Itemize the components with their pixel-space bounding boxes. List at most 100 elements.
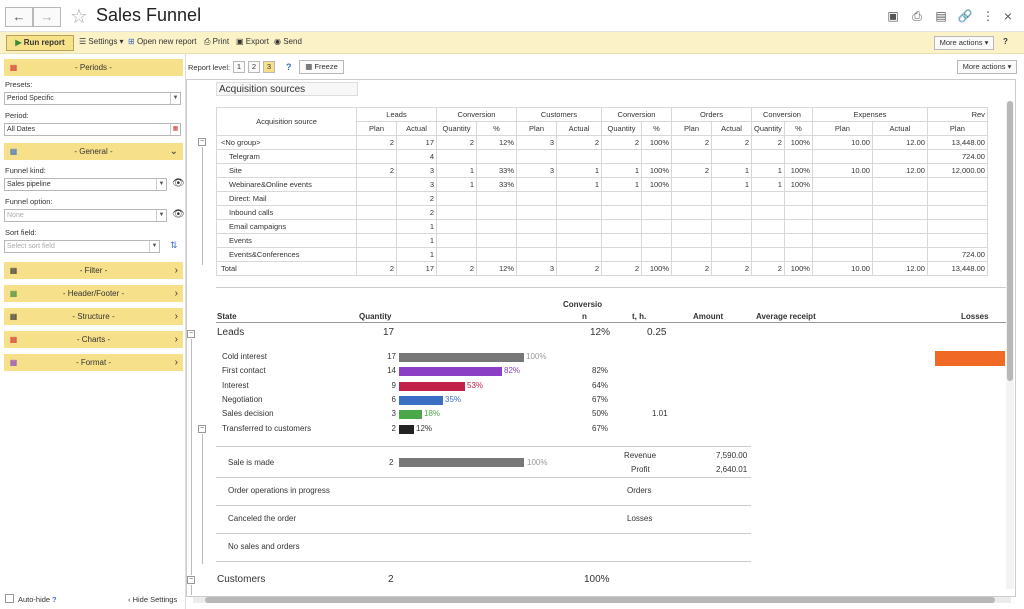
- collapse-stages-toggle[interactable]: −: [198, 425, 206, 433]
- open-new-report-button[interactable]: ⊞ Open new report: [128, 37, 197, 46]
- subheader-cell: Actual: [871, 121, 928, 136]
- total-row[interactable]: Total 2 17 2 12% 3 2 2 100% 2 2 2 100% 10.00 12.00 13,4…: [216, 261, 988, 276]
- col-quantity: Quantity: [359, 312, 392, 321]
- collapse-leads-toggle[interactable]: −: [187, 330, 195, 338]
- periods-section-header[interactable]: ▦ - Periods -: [4, 59, 183, 76]
- help-button[interactable]: ?: [1003, 37, 1008, 46]
- report-level-help[interactable]: ?: [286, 62, 292, 72]
- table-cell: [356, 191, 397, 206]
- report-level-3[interactable]: 3: [263, 61, 275, 73]
- sort-icon[interactable]: ⇅: [170, 240, 178, 250]
- hide-settings-button[interactable]: ‹ Hide Settings: [128, 595, 178, 604]
- stage-name: First contact: [222, 366, 266, 375]
- table-row[interactable]: Events&Conferences 1 724.00: [216, 247, 988, 262]
- filter-section-header[interactable]: ▦ - Filter - ›: [4, 262, 183, 279]
- structure-section-header[interactable]: ▦ - Structure - ›: [4, 308, 183, 325]
- report-more-actions-button[interactable]: More actions ▾: [957, 60, 1017, 74]
- table-cell: [671, 191, 712, 206]
- chevron-right-icon: ›: [174, 357, 178, 368]
- print-button[interactable]: ⎙ Print: [204, 37, 229, 47]
- star-icon[interactable]: ☆: [70, 6, 88, 28]
- funnel-option-select[interactable]: None ▼: [4, 209, 167, 222]
- eye-icon[interactable]: 👁: [172, 178, 185, 189]
- sale-quantity: 2: [389, 458, 394, 467]
- table-cell: [783, 191, 813, 206]
- more-actions-button[interactable]: More actions ▾: [934, 36, 994, 50]
- format-section-header[interactable]: ▦ - Format - ›: [4, 354, 183, 371]
- send-button[interactable]: ◉ Send: [274, 37, 302, 46]
- period-field[interactable]: All Dates ▦: [4, 123, 181, 136]
- table-cell: 100%: [641, 135, 672, 150]
- source-name: Total: [216, 261, 357, 276]
- table-cell: [601, 191, 642, 206]
- printer-icon[interactable]: ⎙: [912, 9, 922, 23]
- leads-th: 0.25: [647, 327, 667, 338]
- chevron-right-icon: ›: [174, 311, 178, 322]
- run-report-button[interactable]: ▶ Run report: [6, 35, 74, 51]
- back-button[interactable]: ←: [5, 7, 33, 27]
- vertical-scrollbar[interactable]: [1006, 101, 1014, 589]
- table-row[interactable]: Direct: Mail 2: [216, 191, 988, 206]
- more-actions-label: More actions: [939, 38, 983, 47]
- report-level-1[interactable]: 1: [233, 61, 245, 73]
- leads-label: Leads: [217, 327, 245, 338]
- stage-name: Interest: [222, 381, 249, 390]
- table-row[interactable]: Events 1: [216, 233, 988, 248]
- header-footer-section-header[interactable]: ▦ - Header/Footer - ›: [4, 285, 183, 302]
- sort-field-placeholder: Select sort field: [7, 243, 55, 250]
- auto-hide-checkbox[interactable]: [5, 594, 14, 603]
- table-cell: 2: [671, 261, 712, 276]
- calendar-icon[interactable]: ▦: [170, 124, 180, 135]
- table-cell: [556, 149, 602, 164]
- table-cell: 1: [601, 177, 642, 192]
- horizontal-scrollbar[interactable]: [193, 597, 1011, 603]
- close-icon[interactable]: ×: [1003, 8, 1013, 24]
- collapse-sources-toggle[interactable]: −: [198, 138, 206, 146]
- table-cell: 2: [356, 163, 397, 178]
- table-cell: 12.00: [871, 261, 928, 276]
- link-icon[interactable]: 🔗: [957, 9, 973, 23]
- table-cell: 100%: [783, 163, 813, 178]
- presets-select[interactable]: Period Specific ▼: [4, 92, 181, 105]
- funnel-kind-select[interactable]: Sales pipeline ▼: [4, 178, 167, 191]
- table-cell: [476, 205, 517, 220]
- table-cell: [811, 205, 873, 220]
- stage-quantity: 2: [391, 424, 396, 433]
- table-cell: 2: [671, 135, 712, 150]
- table-row[interactable]: Telegram 4 724.00: [216, 149, 988, 164]
- general-section-header[interactable]: ▦ - General - ⌄: [4, 143, 183, 160]
- more-vertical-icon[interactable]: ⋮: [982, 9, 994, 23]
- table-row[interactable]: Site 2 3 1 33% 3 1 1 100% 2 1 1 100% 10.00 12.00 12,000…: [216, 163, 988, 178]
- table-row[interactable]: Email campaigns 1: [216, 219, 988, 234]
- table-cell: 12.00: [871, 163, 928, 178]
- freeze-button[interactable]: ▦ Freeze: [299, 60, 344, 74]
- group-line: [202, 434, 203, 564]
- scroll-thumb[interactable]: [205, 597, 995, 603]
- table-row[interactable]: <No group> 2 17 2 12% 3 2 2 100% 2 2 2 100% 10.00 12.0…: [216, 135, 988, 150]
- funnel-option-label: Funnel option:: [5, 197, 53, 206]
- export-button[interactable]: ▣ Export: [236, 37, 269, 46]
- scroll-thumb[interactable]: [1007, 101, 1013, 381]
- table-row[interactable]: Inbound calls 2: [216, 205, 988, 220]
- table-row[interactable]: Webinare&Online events 3 1 33% 1 1 100% 1 1 100%: [216, 177, 988, 192]
- group-line: [191, 339, 192, 575]
- auto-hide-help[interactable]: ?: [52, 595, 57, 604]
- report-level-2[interactable]: 2: [248, 61, 260, 73]
- table-cell: [356, 177, 397, 192]
- preview-icon[interactable]: ▤: [935, 9, 947, 23]
- charts-section-header[interactable]: ▦ - Charts - ›: [4, 331, 183, 348]
- stage-conversion: 64%: [592, 381, 609, 390]
- table-cell: 2: [711, 135, 752, 150]
- table-cell: [751, 191, 785, 206]
- collapse-customers-toggle[interactable]: −: [187, 576, 195, 584]
- header-footer-icon: ▦: [9, 289, 18, 298]
- stage-pct: 35%: [445, 395, 462, 404]
- sort-field-select[interactable]: Select sort field ▼: [4, 240, 160, 253]
- eye-icon[interactable]: 👁: [172, 209, 185, 220]
- save-icon[interactable]: ▣: [887, 9, 899, 23]
- table-cell: [436, 149, 477, 164]
- divider: [216, 505, 751, 506]
- forward-button[interactable]: →: [33, 7, 61, 27]
- table-cell: [671, 219, 712, 234]
- settings-button[interactable]: ☰ Settings ▾: [79, 37, 124, 46]
